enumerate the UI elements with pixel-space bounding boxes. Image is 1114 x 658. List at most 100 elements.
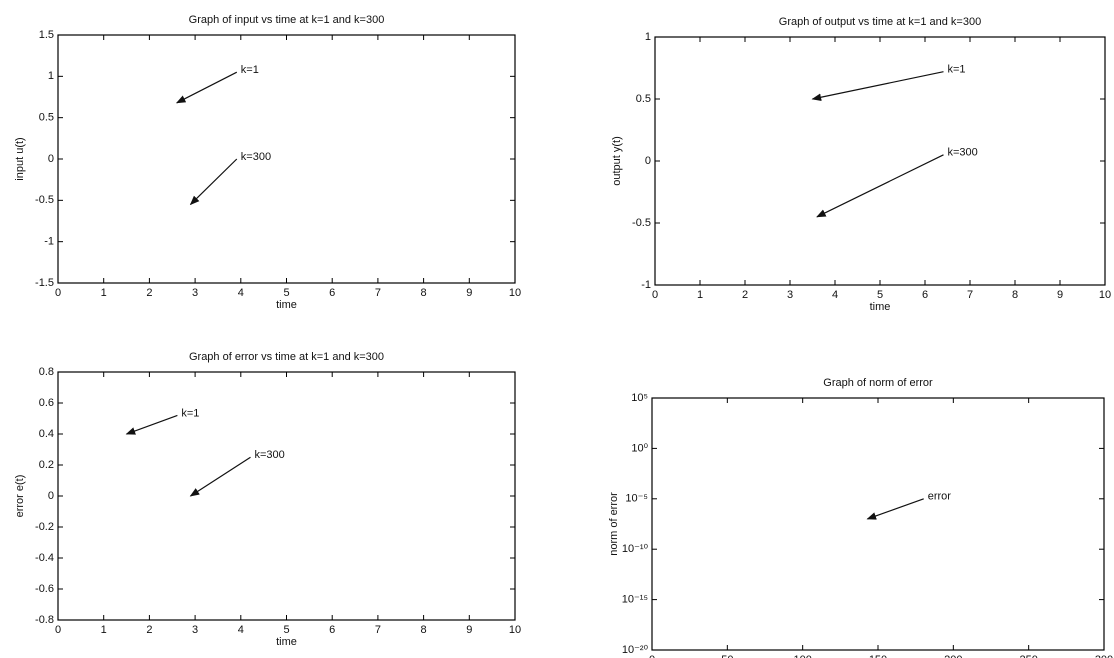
axes-frame (651, 397, 1105, 651)
y-tick-label: 0.8 (39, 366, 54, 378)
annotation: k=1 (241, 64, 259, 76)
y-tick-label: -0.2 (35, 521, 54, 533)
y-tick-label: 0.4 (39, 428, 54, 440)
y-tick-label: 10⁻⁵ (625, 493, 648, 505)
y-axis-label: output y(t) (611, 136, 623, 186)
y-tick-label: 0.6 (39, 397, 54, 409)
y-tick-label: -0.4 (35, 552, 54, 564)
x-tick-label: 250 (1019, 654, 1037, 658)
subplot: 0 1 2 3 4 5 6 7 8 9 10 -1 -0.5 0 0.5 1 Graph of output v… (611, 16, 1111, 313)
x-axis-label: time (276, 636, 297, 648)
y-tick-label: 10⁵ (631, 392, 648, 404)
x-tick-label: 2 (742, 289, 748, 301)
annotation: k=300 (948, 147, 978, 159)
x-axis-label: time (870, 301, 891, 313)
x-axis-label: time (276, 299, 297, 311)
annotation-arrow (175, 71, 238, 104)
chart-title: Graph of norm of error (823, 377, 933, 389)
x-tick-label: 3 (192, 624, 198, 636)
x-tick-label: 10 (509, 287, 521, 299)
x-tick-label: 1 (101, 624, 107, 636)
y-tick-label: 0 (645, 155, 651, 167)
y-tick-label: 1.5 (39, 29, 54, 41)
x-tick-label: 200 (944, 654, 962, 658)
axes-frame (654, 36, 1106, 286)
x-tick-label: 6 (329, 287, 335, 299)
annotation: k=300 (241, 151, 271, 163)
x-tick-label: 1 (101, 287, 107, 299)
y-tick-label: -0.6 (35, 583, 54, 595)
x-tick-label: 50 (721, 654, 733, 658)
x-tick-label: 1 (697, 289, 703, 301)
x-tick-label: 5 (283, 624, 289, 636)
x-tick-label: 300 (1095, 654, 1113, 658)
y-tick-label: 0 (48, 153, 54, 165)
y-axis-label: input u(t) (14, 137, 26, 180)
y-tick-label: 10⁰ (631, 442, 648, 454)
x-tick-label: 0 (649, 654, 655, 658)
y-tick-label: -1 (641, 279, 651, 291)
y-axis-label: norm of error (608, 492, 620, 556)
annotation-arrow (816, 154, 944, 218)
x-tick-label: 9 (1057, 289, 1063, 301)
annotation: k=300 (255, 449, 285, 461)
y-axis-label: error e(t) (14, 475, 26, 518)
annotation: k=1 (181, 407, 199, 419)
y-tick-label: -0.5 (632, 217, 651, 229)
y-tick-label: 1 (48, 70, 54, 82)
axes-frame (57, 34, 516, 284)
chart-title: Graph of error vs time at k=1 and k=300 (189, 351, 384, 363)
y-tick-label: 0 (48, 490, 54, 502)
x-tick-label: 7 (375, 287, 381, 299)
x-tick-label: 7 (375, 624, 381, 636)
annotation-arrow (811, 71, 944, 101)
annotation-arrow (189, 158, 238, 206)
annotation: error (928, 491, 952, 503)
y-tick-label: 0.2 (39, 459, 54, 471)
subplot: 0 1 2 3 4 5 6 7 8 9 10 -0.8 -0.6 -0.4 -0.2 0 0.2 0.4 0.6 0.… (14, 351, 521, 648)
x-tick-label: 0 (652, 289, 658, 301)
chart-title: Graph of input vs time at k=1 and k=300 (189, 14, 385, 26)
x-tick-label: 100 (793, 654, 811, 658)
subplot: 0 1 2 3 4 5 6 7 8 9 10 -1.5 -1 -0.5 0 0.5 1 1.5 Graph of i… (14, 14, 521, 311)
x-tick-label: 3 (192, 287, 198, 299)
x-tick-label: 5 (283, 287, 289, 299)
x-tick-label: 8 (421, 624, 427, 636)
y-tick-label: 0.5 (636, 93, 651, 105)
x-tick-label: 10 (1099, 289, 1111, 301)
y-tick-label: -0.8 (35, 614, 54, 626)
axes-frame (57, 371, 516, 621)
x-tick-label: 4 (238, 287, 244, 299)
x-tick-label: 7 (967, 289, 973, 301)
y-tick-label: -1.5 (35, 277, 54, 289)
chart-title: Graph of output vs time at k=1 and k=300 (779, 16, 981, 28)
subplot: 0 50 100 150 200 250 300 10⁻²⁰ 10⁻¹⁵ 10⁻¹⁰ 10⁻⁵ 10⁰… (608, 377, 1113, 658)
x-tick-label: 8 (421, 287, 427, 299)
x-tick-label: 4 (238, 624, 244, 636)
annotation-arrow (866, 498, 924, 520)
y-tick-label: -1 (44, 236, 54, 248)
x-tick-label: 9 (466, 624, 472, 636)
x-tick-label: 2 (146, 287, 152, 299)
annotation-arrow (189, 456, 251, 497)
y-tick-label: 10⁻²⁰ (622, 644, 649, 656)
x-tick-label: 2 (146, 624, 152, 636)
x-tick-label: 4 (832, 289, 838, 301)
y-tick-label: 10⁻¹⁰ (622, 543, 649, 555)
x-tick-label: 10 (509, 624, 521, 636)
annotation: k=1 (948, 64, 966, 76)
x-tick-label: 6 (922, 289, 928, 301)
y-tick-label: 10⁻¹⁵ (622, 594, 648, 606)
x-tick-label: 150 (869, 654, 887, 658)
x-tick-label: 3 (787, 289, 793, 301)
x-tick-label: 0 (55, 287, 61, 299)
x-tick-label: 9 (466, 287, 472, 299)
y-tick-label: 0.5 (39, 112, 54, 124)
annotation-arrow (125, 414, 178, 435)
x-tick-label: 5 (877, 289, 883, 301)
y-tick-label: 1 (645, 31, 651, 43)
x-tick-label: 6 (329, 624, 335, 636)
x-tick-label: 8 (1012, 289, 1018, 301)
y-tick-label: -0.5 (35, 194, 54, 206)
